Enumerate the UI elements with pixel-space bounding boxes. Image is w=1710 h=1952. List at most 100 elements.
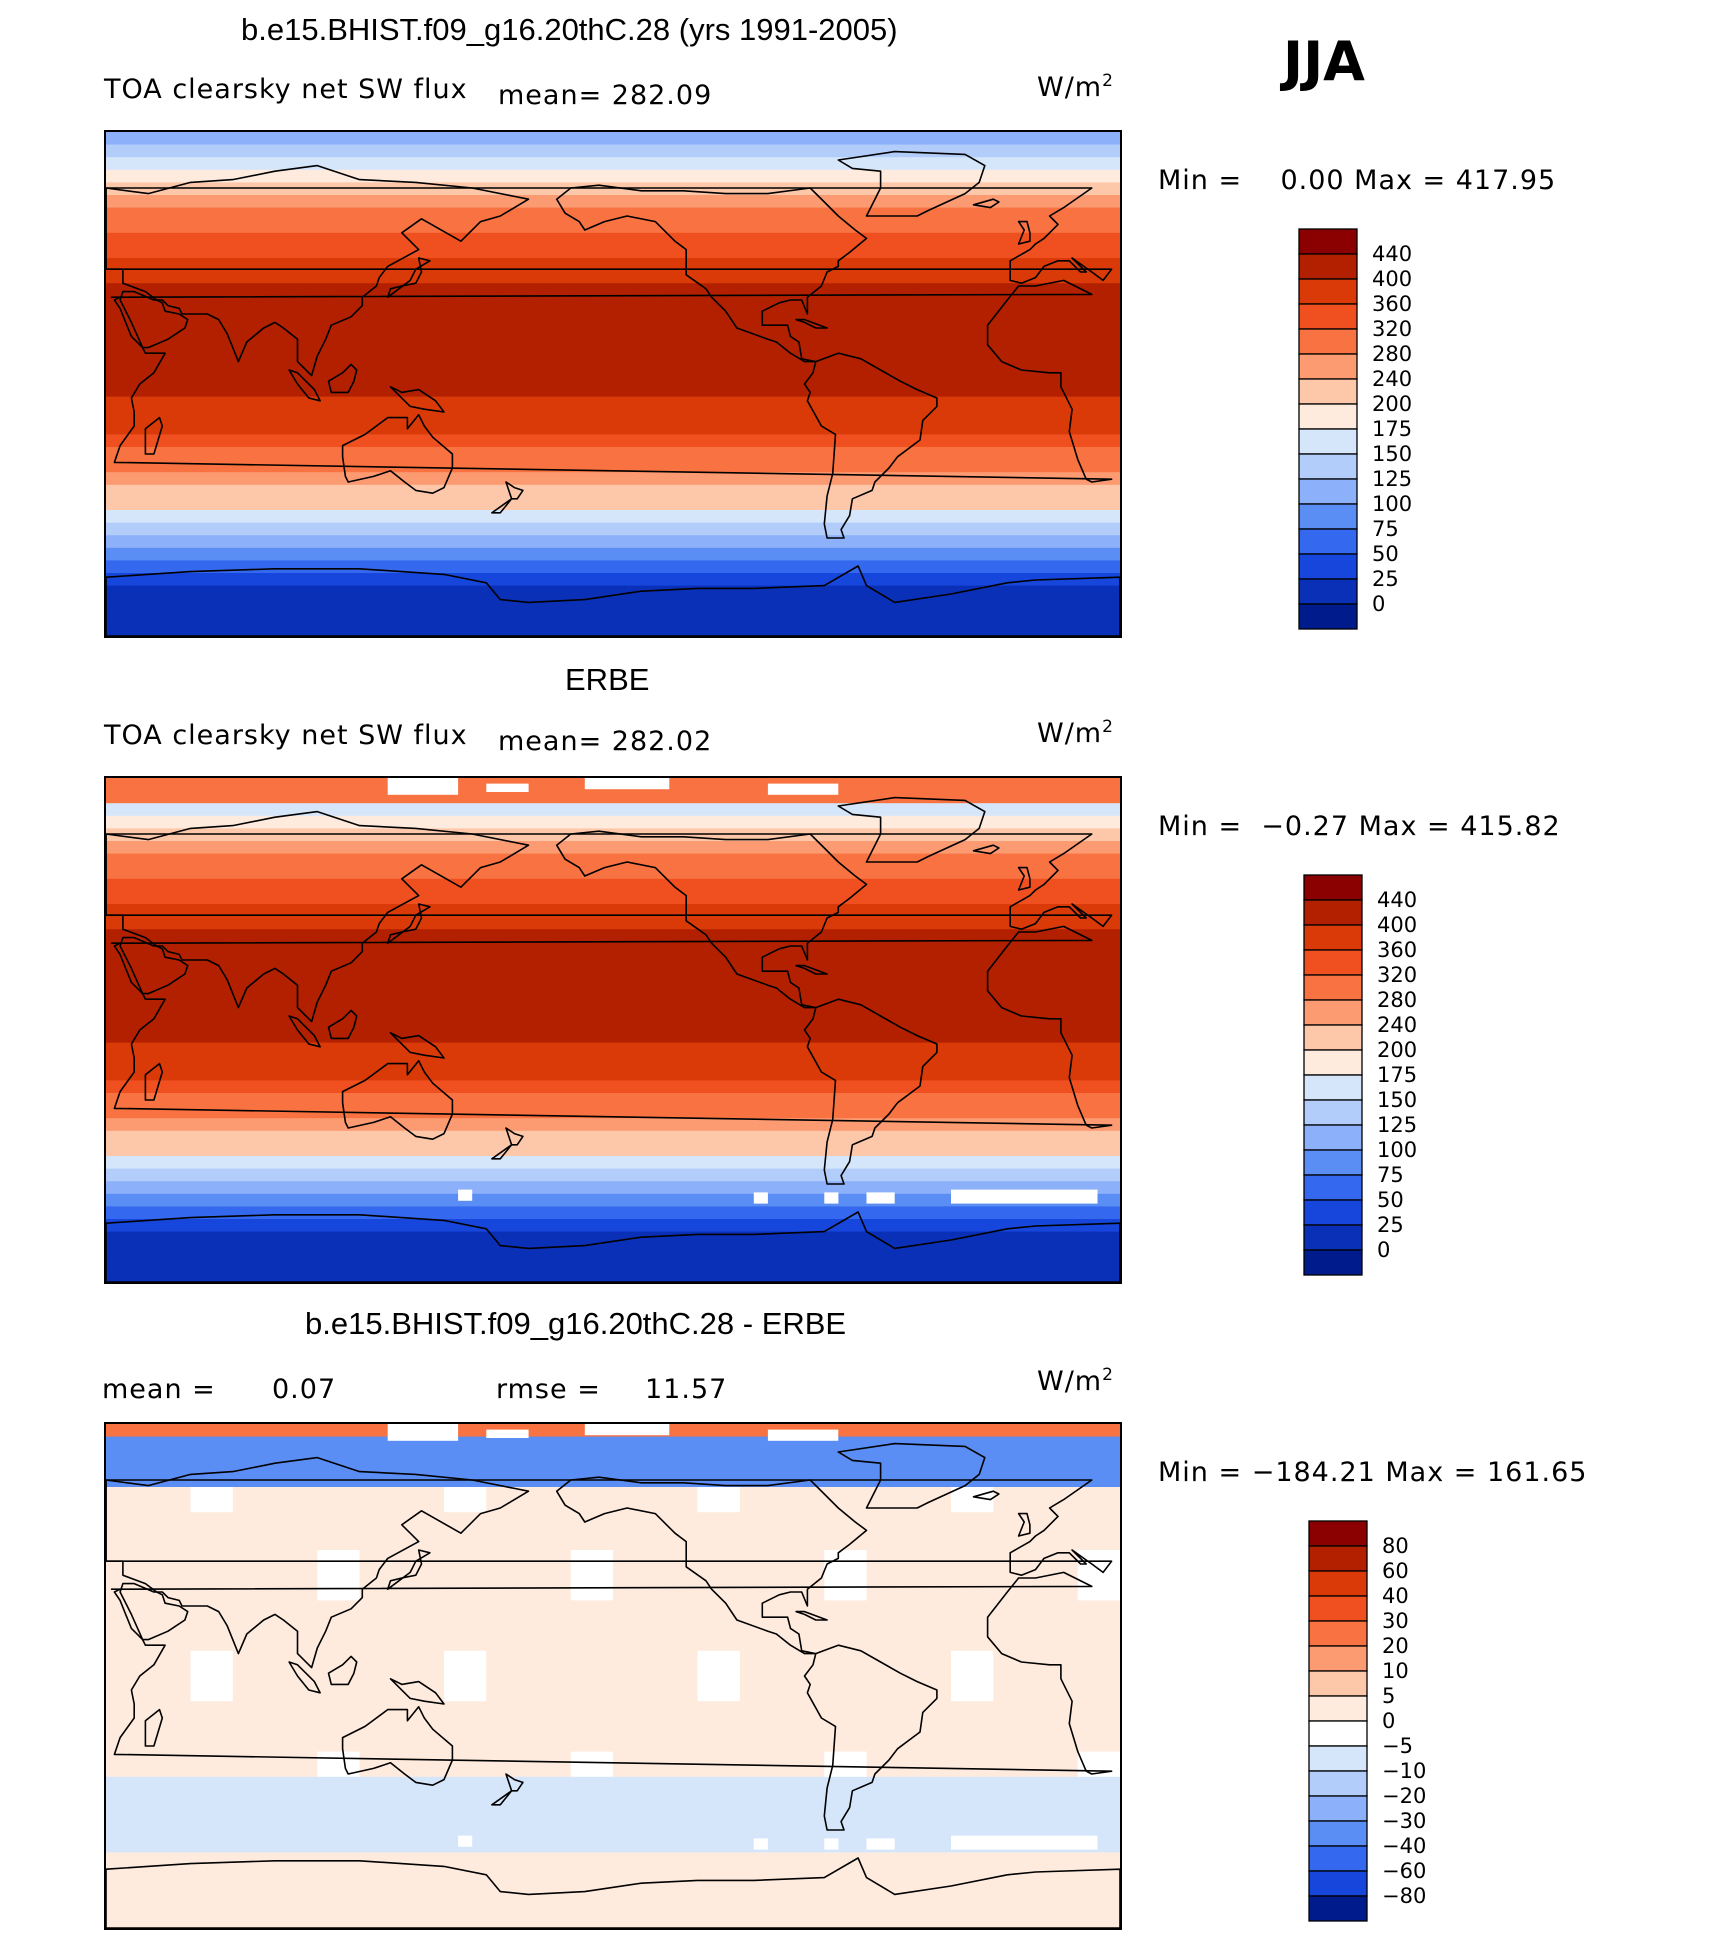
- map-cell: [613, 1676, 656, 1690]
- map-band: [106, 207, 1120, 221]
- coastline-iceland: [972, 844, 1000, 855]
- colorbar-label: 360: [1377, 938, 1417, 962]
- map-cell: [401, 1751, 445, 1765]
- map-cell: [486, 1613, 530, 1627]
- map-cell: [275, 1537, 318, 1551]
- map-cell: [232, 1613, 276, 1627]
- map-band: [106, 585, 1120, 599]
- map-cell: [148, 1739, 192, 1753]
- panel2-minmax: Min = −0.27 Max = 415.82: [1158, 811, 1561, 842]
- coastline-japan: [386, 1549, 431, 1590]
- map-cell: [824, 1587, 868, 1601]
- colorbar-box: [1298, 453, 1358, 480]
- map-cell: [401, 1600, 445, 1614]
- colorbar-box: [1298, 328, 1358, 355]
- map-cell: [1077, 1713, 1120, 1727]
- colorbar-label: −10: [1382, 1759, 1426, 1783]
- map-cell: [993, 1739, 1037, 1753]
- map-cell: [697, 1663, 741, 1677]
- map-band: [106, 270, 1120, 284]
- map-cell: [782, 1663, 825, 1677]
- map-cell: [275, 1713, 318, 1727]
- map-cell: [1077, 1650, 1120, 1664]
- map-cell: [401, 1575, 445, 1589]
- map-cell: [613, 1764, 656, 1778]
- map-cell: [993, 1650, 1037, 1664]
- panel2-mean: mean= 282.02: [498, 726, 713, 757]
- map-cell: [993, 1499, 1037, 1513]
- coastline-southamerica: [803, 1644, 938, 1831]
- map-band: [106, 283, 1120, 297]
- map-cell: [528, 1524, 572, 1538]
- map-cell: [275, 1575, 318, 1589]
- map-cell: [866, 1688, 910, 1702]
- map-cell: [866, 1499, 910, 1513]
- map-cell: [317, 1587, 361, 1601]
- map-cell: [824, 1537, 868, 1551]
- map-cell: [190, 1650, 234, 1664]
- map-cell: [866, 1726, 910, 1740]
- missing-data-patch: [584, 1424, 670, 1436]
- map-cell: [697, 1638, 741, 1652]
- map-cell: [232, 1587, 276, 1601]
- map-cell: [359, 1487, 403, 1501]
- map-cell: [444, 1688, 487, 1702]
- map-cell: [782, 1600, 825, 1614]
- map-cell: [317, 1512, 361, 1526]
- map-cell: [951, 1739, 994, 1753]
- map-cell: [359, 1512, 403, 1526]
- colorbar-box: [1308, 1620, 1368, 1647]
- map-cell: [908, 1764, 952, 1778]
- map-cell: [486, 1512, 530, 1526]
- map-cell: [232, 1575, 276, 1589]
- map-cell: [275, 1550, 318, 1564]
- map-band: [106, 1789, 1120, 1803]
- map-cell: [106, 1512, 149, 1526]
- map-cell: [613, 1701, 656, 1715]
- map-band: [106, 484, 1120, 498]
- map-cell: [401, 1676, 445, 1690]
- map-cell: [782, 1688, 825, 1702]
- colorbar-label: 10: [1382, 1659, 1409, 1683]
- map-cell: [1035, 1663, 1079, 1677]
- coastline-newguinea: [389, 386, 445, 413]
- map-cell: [359, 1739, 403, 1753]
- coastline-europe: [106, 1479, 1113, 1576]
- colorbar-label: 125: [1377, 1113, 1417, 1137]
- map-band: [106, 1776, 1120, 1790]
- map-cell: [782, 1537, 825, 1551]
- map-cell: [528, 1713, 572, 1727]
- colorbar-box: [1308, 1870, 1368, 1897]
- map-cell: [359, 1499, 403, 1513]
- map-cell: [190, 1764, 234, 1778]
- map-cell: [1077, 1487, 1120, 1501]
- map-cell: [275, 1764, 318, 1778]
- map-band: [106, 841, 1120, 855]
- map-cell: [106, 1688, 149, 1702]
- missing-data-patch: [753, 1838, 768, 1850]
- map-band: [106, 1067, 1120, 1081]
- map-cell: [570, 1550, 614, 1564]
- colorbar-box: [1298, 253, 1358, 280]
- map-cell: [951, 1512, 994, 1526]
- map-cell: [866, 1638, 910, 1652]
- map-cell: [317, 1537, 361, 1551]
- colorbar-box: [1298, 478, 1358, 505]
- map-cell: [908, 1751, 952, 1765]
- map-cell: [613, 1487, 656, 1501]
- map-cell: [148, 1524, 192, 1538]
- missing-data-patch: [951, 1835, 1098, 1850]
- map-cell: [697, 1726, 741, 1740]
- missing-data-patch: [866, 1192, 895, 1204]
- coastline-madagascar: [144, 1062, 164, 1101]
- map-cell: [359, 1764, 403, 1778]
- map-band: [106, 195, 1120, 209]
- map-cell: [444, 1613, 487, 1627]
- map-cell: [908, 1739, 952, 1753]
- map-cell: [993, 1701, 1037, 1715]
- map-cell: [359, 1537, 403, 1551]
- map-cell: [739, 1512, 783, 1526]
- map-cell: [401, 1613, 445, 1627]
- map-cell: [444, 1739, 487, 1753]
- map-cell: [275, 1587, 318, 1601]
